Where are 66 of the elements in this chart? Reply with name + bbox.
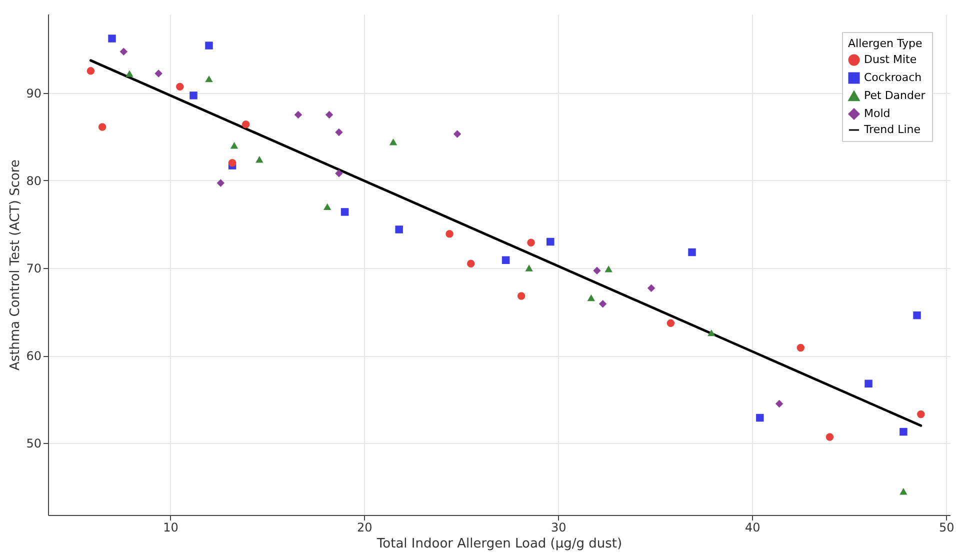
point [86,67,95,75]
point [598,300,607,308]
legend-label: Pet Dander [864,89,926,102]
point [917,410,925,418]
legend-title: Allergen Type [848,37,922,50]
point [756,414,764,422]
point [708,329,716,336]
point [395,226,403,234]
y-tick-label: 80 [26,174,42,188]
point [335,170,343,178]
point [796,344,805,352]
point [389,138,398,146]
legend-label: Trend Line [863,123,921,136]
x-tick-label: 30 [551,520,566,534]
legend-label: Mold [864,107,890,120]
point [294,110,302,119]
point [108,34,116,42]
point [453,130,462,138]
point [325,110,334,119]
legend-label: Dust Mite [864,53,917,66]
point [242,120,250,128]
x-tick-label: 10 [163,520,178,534]
point [190,92,198,100]
y-axis-title: Asthma Control Test (ACT) Score [8,160,24,370]
point [525,264,533,272]
legend-label: Cockroach [864,71,922,84]
point [546,238,554,246]
point [647,284,656,292]
x-tick-label: 20 [357,520,372,534]
point [323,203,332,210]
point [126,70,134,77]
point [604,266,612,272]
point [666,319,675,328]
point [900,488,908,495]
point [228,159,236,167]
y-tick-label: 50 [26,436,42,451]
point [120,48,128,56]
point [775,400,784,408]
point [98,123,106,131]
point [517,292,526,300]
point [216,179,225,187]
point [176,82,184,91]
point [913,311,921,320]
point [900,428,908,436]
point [527,238,535,246]
point [864,380,872,388]
x-tick-label: 50 [938,520,954,534]
x-axis-title: Total Indoor Allergen Load (µg/g dust) [376,536,622,552]
point [230,142,238,149]
x-tick-label: 40 [745,520,760,534]
point [205,75,213,82]
point [502,256,510,264]
point [256,156,264,163]
point [154,70,162,78]
point [446,230,454,238]
point [205,42,213,50]
point [688,248,696,256]
point [826,433,834,441]
y-tick-label: 70 [26,262,42,276]
point [593,266,601,275]
point [467,260,475,268]
point [587,294,596,302]
point [340,208,349,216]
point [335,128,343,136]
y-tick-label: 90 [26,86,42,100]
y-tick-label: 60 [26,349,42,364]
